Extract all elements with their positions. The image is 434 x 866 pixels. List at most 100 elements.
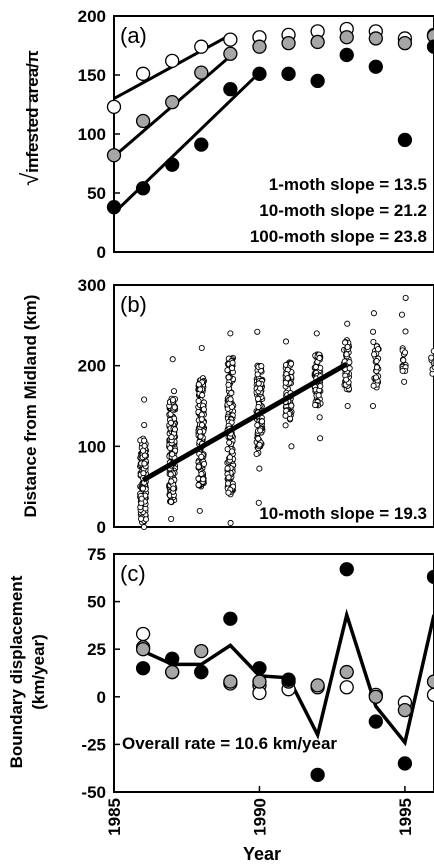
panel-b-point bbox=[138, 495, 145, 502]
panel-b-point bbox=[257, 427, 264, 434]
panel-c-point-100-moth bbox=[252, 661, 267, 676]
panel-c-frame bbox=[113, 553, 434, 793]
panel-c-point-1-moth bbox=[426, 687, 434, 703]
panel-b-point bbox=[229, 359, 236, 366]
panel-b-fit-10-moth bbox=[141, 361, 348, 483]
panel-b-point bbox=[312, 363, 319, 371]
panel-a-y-tick-label: 0 bbox=[97, 243, 106, 262]
panel-b-point bbox=[199, 392, 206, 399]
panel-a-point-10-moth bbox=[252, 39, 267, 54]
panel-c-y-tick-label: 25 bbox=[87, 640, 106, 659]
panel-c-point-100-moth bbox=[310, 767, 325, 783]
panel-c-point-100-moth bbox=[223, 611, 238, 626]
panel-b-point bbox=[343, 376, 350, 383]
panel-b-point bbox=[198, 344, 205, 351]
panel-b-point bbox=[195, 481, 202, 489]
panel-c-y-tick-label: 50 bbox=[87, 593, 106, 612]
panel-a-point-100-moth bbox=[223, 82, 238, 97]
panel-b-point bbox=[167, 419, 175, 426]
panel-a-point-10-moth bbox=[281, 35, 296, 51]
panel-b-point bbox=[373, 364, 380, 371]
panel-a-point-1-moth bbox=[165, 53, 180, 68]
panel-b-point bbox=[317, 435, 324, 442]
panel-b-point bbox=[225, 374, 232, 381]
panel-b-point bbox=[401, 378, 408, 385]
panel-a-point-10-moth bbox=[426, 28, 434, 44]
panel-a-label: (a) bbox=[120, 23, 147, 48]
panel-b-point bbox=[225, 489, 232, 496]
panel-b-point bbox=[282, 412, 289, 419]
panel-b-point bbox=[168, 515, 175, 522]
panel-b-point bbox=[197, 433, 204, 440]
panel-b-point bbox=[195, 381, 202, 388]
panel-b-y-tick-label: 100 bbox=[78, 437, 106, 456]
panel-a-fit-lines bbox=[112, 33, 261, 215]
panel-a-point-10-moth bbox=[368, 31, 383, 46]
panel-b-point bbox=[198, 453, 205, 460]
panel-a-point-10-moth bbox=[165, 94, 180, 110]
panel-b-point bbox=[171, 426, 178, 433]
panel-a-y-axis-label: √infested area/π bbox=[17, 50, 44, 186]
panel-a-point-10-moth bbox=[310, 34, 325, 50]
panel-b-point bbox=[200, 476, 207, 483]
panel-b-point bbox=[197, 386, 204, 393]
panel-c-point-100-moth bbox=[194, 664, 209, 680]
panel-b-point bbox=[256, 465, 263, 472]
panel-a-y-ticks: 0 50 100 150 200 bbox=[78, 7, 120, 262]
panel-c-y-axis-label-line1: Boundary displacement bbox=[7, 575, 26, 768]
panel-b-label: (b) bbox=[120, 292, 147, 317]
panel-b-point bbox=[195, 463, 202, 470]
panel-b-point bbox=[342, 339, 349, 346]
panel-b-point bbox=[317, 383, 324, 390]
panel-a-point-100-moth bbox=[252, 66, 267, 81]
panel-b-point bbox=[370, 310, 377, 317]
panel-b-point bbox=[316, 355, 323, 362]
panel-b-point bbox=[225, 381, 232, 388]
panel-b-point bbox=[198, 416, 205, 423]
panel-c-point-10-moth bbox=[426, 674, 434, 689]
annotation-10-moth-slope-b: 10-moth slope = 19.3 bbox=[259, 504, 427, 523]
panel-b-point bbox=[253, 450, 260, 458]
panel-a-point-1-moth bbox=[194, 39, 209, 54]
panel-b-point bbox=[140, 447, 147, 454]
panel-b-point bbox=[195, 397, 202, 405]
panel-c-point-100-moth bbox=[397, 756, 413, 771]
panel-a-point-100-moth bbox=[135, 181, 151, 196]
panel-b-y-tick-label: 0 bbox=[97, 518, 106, 537]
panel-b-point bbox=[169, 451, 176, 458]
panel-c-x-tick-label: 1985 bbox=[105, 798, 124, 836]
panel-b-point bbox=[142, 516, 150, 523]
panel-c-point-100-moth bbox=[135, 661, 151, 676]
panel-a-point-1-moth bbox=[135, 66, 151, 81]
panel-a-point-100-moth bbox=[339, 47, 354, 63]
panel-a-point-1-moth bbox=[106, 99, 122, 115]
panel-a-y-tick-label: 50 bbox=[87, 184, 106, 203]
panel-b-point bbox=[140, 470, 147, 477]
panel-b-point bbox=[198, 421, 206, 428]
panel-b-point bbox=[344, 343, 351, 350]
panel-a-point-10-moth bbox=[135, 113, 151, 129]
panel-b-point bbox=[229, 365, 236, 372]
panel-b-point bbox=[168, 478, 175, 485]
panel-c-point-10-moth bbox=[135, 642, 151, 657]
panel-b-point bbox=[288, 360, 295, 367]
panel-a-point-1-moth bbox=[223, 32, 238, 47]
x-axis-label: Year bbox=[243, 844, 281, 864]
panel-b-point bbox=[226, 454, 233, 461]
panel-b-frame bbox=[113, 284, 434, 528]
panel-b-point bbox=[170, 485, 177, 492]
panel-b-point bbox=[256, 441, 263, 448]
panel-c-point-10-moth bbox=[339, 664, 354, 680]
panel-c-point-10-moth bbox=[194, 643, 209, 659]
panel-b-point bbox=[227, 396, 234, 403]
panel-a-point-100-moth bbox=[194, 137, 209, 152]
panel-b-point bbox=[255, 380, 262, 387]
panel-b-point bbox=[370, 338, 377, 345]
panel-b-point bbox=[227, 519, 234, 527]
panel-c-point-100-moth bbox=[368, 714, 383, 729]
panel-b-point bbox=[254, 395, 262, 402]
panel-c-point-10-moth bbox=[223, 674, 238, 689]
panel-b-y-axis-label: Distance from Midland (km) bbox=[21, 295, 40, 518]
panel-b-y-ticks: 0 100 200 300 bbox=[78, 276, 120, 537]
